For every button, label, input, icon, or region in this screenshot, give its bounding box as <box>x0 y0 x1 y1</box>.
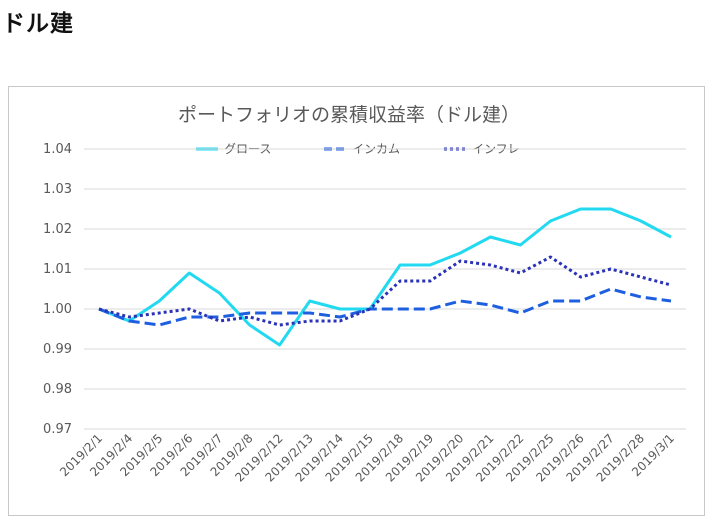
y-tick-label: 0.98 <box>43 382 72 397</box>
page-heading: ドル建 <box>2 11 74 37</box>
y-tick-label: 1.00 <box>43 302 72 317</box>
x-axis-ticks: 2019/2/12019/2/42019/2/52019/2/62019/2/7… <box>57 431 677 484</box>
line-chart: ポートフォリオの累積収益率（ドル建） グロース インカム インフレ 1.041.03… <box>43 104 686 485</box>
y-axis-ticks: 1.04 1.03 1.02 1.01 1.00 0.99 0.98 0.97 <box>43 142 72 437</box>
y-tick-label: 0.97 <box>43 422 72 437</box>
chart-title: ポートフォリオの累積収益率（ドル建） <box>178 104 520 126</box>
y-tick-label: 1.02 <box>43 222 72 237</box>
y-tick-label: 1.01 <box>43 262 72 277</box>
series-lines <box>98 207 672 347</box>
y-tick-label: 1.03 <box>43 182 72 197</box>
y-tick-label: 1.04 <box>43 142 72 157</box>
series-line-2 <box>98 287 672 327</box>
y-tick-label: 0.99 <box>43 342 72 357</box>
series-line-1 <box>98 207 672 347</box>
chart-frame: ポートフォリオの累積収益率（ドル建） グロース インカム インフレ 1.04 1.03… <box>8 86 705 516</box>
series-line-3 <box>98 255 672 327</box>
